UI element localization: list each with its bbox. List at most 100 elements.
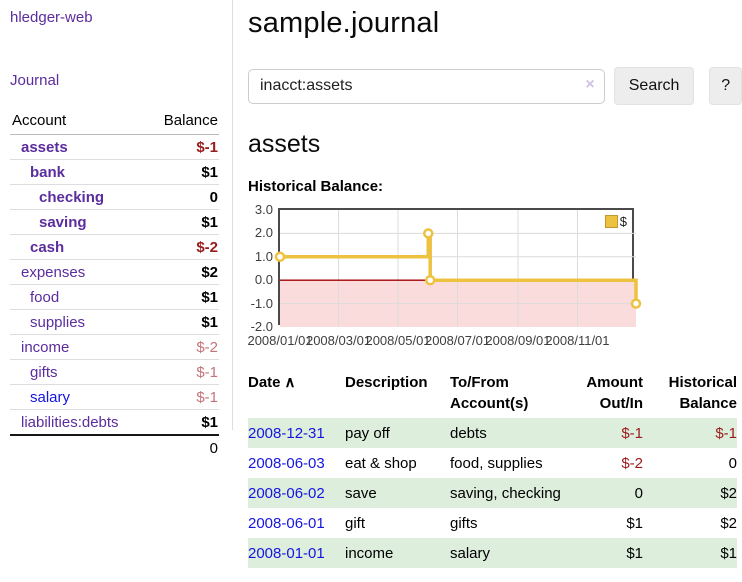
transaction-accounts: gifts xyxy=(450,515,478,532)
x-axis-tick: 2008/05/01 xyxy=(365,333,431,348)
account-link[interactable]: gifts xyxy=(30,364,58,381)
accounts-header-row: Account Balance xyxy=(10,108,219,135)
account-row: income $-2 xyxy=(10,335,219,360)
x-axis-tick: 2008/09/01 xyxy=(485,333,551,348)
transaction-date-link[interactable]: 2008-06-03 xyxy=(248,455,325,472)
account-link[interactable]: salary xyxy=(30,389,71,406)
register-table: Date ∧ Description To/From Account(s) Amo… xyxy=(248,369,737,568)
register-header-row: Date ∧ Description To/From Account(s) Amo… xyxy=(248,369,737,418)
transaction-balance: $1 xyxy=(720,545,737,562)
sidebar-item-journal[interactable]: Journal xyxy=(10,72,60,89)
register-header-amount: Amount Out/In xyxy=(586,374,643,412)
account-link[interactable]: checking xyxy=(39,189,105,206)
search-input[interactable] xyxy=(248,68,605,104)
legend-series-name: $ xyxy=(619,214,627,229)
account-balance: $2 xyxy=(201,264,218,281)
account-link[interactable]: income xyxy=(21,339,70,356)
chart-title: Historical Balance: xyxy=(248,178,384,195)
transaction-amount: $-2 xyxy=(621,455,643,472)
account-row: salary $-1 xyxy=(10,385,219,410)
y-axis-tick: 2.0 xyxy=(254,225,273,241)
journal-title: sample.journal xyxy=(248,7,440,39)
account-row: food $1 xyxy=(10,285,219,310)
accounts-total-spacer xyxy=(10,434,147,461)
transaction-description: save xyxy=(345,485,377,502)
legend-swatch-icon xyxy=(604,215,618,228)
transaction-amount: $1 xyxy=(626,545,643,562)
transaction-description: pay off xyxy=(345,425,390,442)
register-header-balance: Historical Balance xyxy=(668,374,737,412)
x-axis-tick: 2008/03/01 xyxy=(305,333,372,348)
account-balance: $1 xyxy=(201,314,218,331)
account-link[interactable]: liabilities:debts xyxy=(21,414,119,431)
chart-plot-area: $ xyxy=(274,208,642,327)
account-row: expenses $2 xyxy=(10,260,219,285)
transaction-description: gift xyxy=(345,515,366,532)
transaction-accounts: salary xyxy=(450,545,491,562)
account-balance: $-2 xyxy=(196,239,218,256)
register-header-accounts: To/From Account(s) xyxy=(450,374,529,412)
account-link[interactable]: bank xyxy=(30,164,66,181)
y-axis-tick: 0.0 xyxy=(254,272,273,288)
transaction-balance: $-1 xyxy=(715,425,737,442)
clear-search-icon[interactable]: × xyxy=(585,75,595,93)
transaction-amount: $1 xyxy=(626,515,643,532)
account-balance: $1 xyxy=(201,214,218,231)
account-balance: $1 xyxy=(201,164,218,181)
app-brand-link[interactable]: hledger-web xyxy=(10,9,93,26)
transaction-accounts: saving, checking xyxy=(450,485,561,502)
transaction-date-link[interactable]: 2008-01-01 xyxy=(248,545,325,562)
account-balance: $-1 xyxy=(196,364,218,381)
account-balance: $-2 xyxy=(196,339,218,356)
register-row: 2008-06-02 save saving, checking 0 $2 xyxy=(248,478,737,508)
help-button[interactable]: ? xyxy=(709,67,742,105)
balance-chart: $ 3.0 2.0 1.0 0.0 -1.0 -2.0 2008/01/01 2008/03/… xyxy=(247,202,668,353)
account-balance: $-1 xyxy=(196,389,218,406)
accounts-header-balance: Balance xyxy=(146,108,219,135)
account-balance: $-1 xyxy=(196,139,218,156)
account-balance: $1 xyxy=(201,414,218,431)
transaction-accounts: debts xyxy=(450,425,487,442)
account-row: cash $-2 xyxy=(10,235,219,260)
transaction-date-link[interactable]: 2008-12-31 xyxy=(248,425,325,442)
accounts-total-value: 0 xyxy=(146,434,219,461)
transaction-accounts: food, supplies xyxy=(450,455,543,472)
chart-point xyxy=(630,298,642,309)
transaction-balance: $2 xyxy=(720,515,737,532)
account-link[interactable]: expenses xyxy=(21,264,86,281)
account-link[interactable]: saving xyxy=(39,214,87,231)
search-box: × xyxy=(248,68,605,104)
account-row: gifts $-1 xyxy=(10,360,219,385)
transaction-date-link[interactable]: 2008-06-01 xyxy=(248,515,325,532)
account-link[interactable]: supplies xyxy=(30,314,86,331)
search-form: × Search ? xyxy=(248,67,742,105)
register-row: 2008-06-03 eat & shop food, supplies $-2… xyxy=(248,448,737,478)
y-axis-tick: 3.0 xyxy=(254,202,273,217)
accounts-header-account: Account xyxy=(10,108,147,135)
account-row: bank $1 xyxy=(10,160,219,185)
transaction-balance: $2 xyxy=(720,485,737,502)
search-button[interactable]: Search xyxy=(613,67,695,105)
y-axis-tick: 1.0 xyxy=(254,248,273,264)
transaction-balance: 0 xyxy=(728,455,737,472)
y-axis-tick: -2.0 xyxy=(250,319,273,334)
account-link[interactable]: assets xyxy=(21,139,68,156)
x-axis-tick: 2008/01/01 xyxy=(247,333,313,348)
account-heading: assets xyxy=(248,130,321,158)
transaction-description: eat & shop xyxy=(345,455,417,472)
register-header-date[interactable]: Date ∧ xyxy=(248,374,296,391)
account-link[interactable]: food xyxy=(30,289,60,306)
account-link[interactable]: cash xyxy=(30,239,65,256)
account-balance: $1 xyxy=(201,289,218,306)
sidebar: hledger-web Journal Account Balance asse… xyxy=(0,0,233,461)
transaction-amount: 0 xyxy=(634,485,643,502)
account-row: liabilities:debts $1 xyxy=(10,410,219,436)
account-balance: 0 xyxy=(209,189,218,206)
chart-point xyxy=(423,228,434,239)
transaction-date-link[interactable]: 2008-06-02 xyxy=(248,485,325,502)
x-axis-tick: 2008/07/01 xyxy=(424,333,491,348)
account-row: saving $1 xyxy=(10,210,219,235)
account-row: checking 0 xyxy=(10,185,219,210)
register-row: 2008-06-01 gift gifts $1 $2 xyxy=(248,508,737,538)
accounts-table: Account Balance assets $-1 bank $1 check… xyxy=(10,108,219,461)
